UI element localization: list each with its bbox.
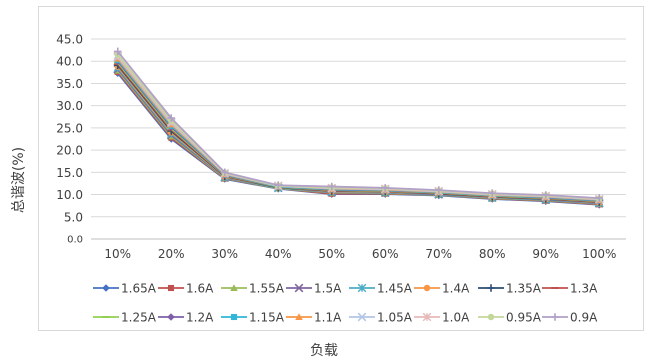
y-tick-label: 25.0 [56, 121, 83, 135]
x-tick-label: 100% [582, 247, 616, 261]
y-tick-label: 35.0 [56, 77, 83, 91]
x-tick-label: 20% [158, 247, 185, 261]
series-line-0.95A [117, 53, 600, 200]
data-point [541, 191, 550, 199]
legend-marker [102, 284, 110, 292]
x-tick-label: 10% [104, 247, 131, 261]
chart-area: 0.0 5.0 10.0 15.0 20.0 25.0 30.0 35.0 40.0 45.0 10… [38, 6, 644, 331]
legend-marker [294, 283, 304, 293]
legend-marker [230, 284, 238, 292]
legend-marker [423, 284, 431, 292]
legend-label: 1.05A [377, 311, 413, 325]
x-tick-label: 40% [265, 247, 292, 261]
y-axis-label-wrap: 总谐波(%) [11, 147, 27, 213]
series-line-1.2A [117, 60, 600, 202]
y-axis-label: 总谐波(%) [11, 147, 27, 213]
x-tick-label: 30% [211, 247, 238, 261]
legend-label: 1.55A [249, 282, 285, 296]
data-point [595, 194, 604, 202]
series-line-1.4A [117, 65, 600, 204]
data-point [381, 184, 390, 192]
legend-label: 1.0A [442, 311, 470, 325]
y-tick-label: 40.0 [56, 55, 83, 69]
legend-marker [167, 284, 175, 292]
x-tick-label: 90% [532, 247, 559, 261]
series-line-1.3A [117, 63, 600, 203]
y-tick-label: 10.0 [56, 188, 83, 202]
legend-marker [422, 312, 432, 322]
y-tick-label: 15.0 [56, 166, 83, 180]
data-point [113, 47, 122, 56]
legend-label: 0.95A [506, 311, 542, 325]
legend-marker [167, 313, 175, 321]
legend-label: 1.65A [121, 282, 157, 296]
legend-marker [487, 284, 495, 292]
legend-marker [295, 313, 303, 321]
series-line-1.45A [117, 67, 600, 204]
legend-marker [357, 312, 367, 322]
legend-label: 1.15A [249, 311, 285, 325]
data-point [274, 181, 283, 190]
legend-label: 1.4A [442, 282, 470, 296]
legend-label: 1.5A [314, 282, 342, 296]
line-chart: 0.0 5.0 10.0 15.0 20.0 25.0 30.0 35.0 40.0 45.0 10… [56, 33, 626, 325]
series-line-1.35A [117, 64, 600, 204]
y-tick-label: 45.0 [56, 33, 83, 47]
data-point [488, 189, 497, 198]
y-tick-label: 20.0 [56, 144, 83, 158]
data-point [220, 168, 229, 177]
legend-marker [230, 313, 238, 321]
legend-marker [357, 283, 367, 293]
x-tick-label: 60% [372, 247, 399, 261]
legend-label: 1.3A [570, 282, 598, 296]
legend-label: 0.9A [570, 311, 598, 325]
x-axis-label: 负载 [310, 343, 338, 359]
legend-marker [487, 313, 495, 321]
data-point [327, 182, 336, 191]
legend-label: 1.1A [314, 311, 342, 325]
legend-label: 1.25A [121, 311, 157, 325]
legend-label: 1.45A [377, 282, 413, 296]
legend-marker [551, 313, 559, 321]
x-tick-label: 80% [479, 247, 506, 261]
legend-label: 1.6A [186, 282, 214, 296]
data-point [167, 114, 176, 122]
y-tick-label: 0.0 [67, 235, 83, 246]
legend-label: 1.2A [186, 311, 214, 325]
y-tick-label: 5.0 [64, 210, 83, 224]
data-point [434, 186, 443, 194]
y-tick-label: 30.0 [56, 99, 83, 113]
series-line-1.1A [117, 57, 600, 201]
legend-label: 1.35A [506, 282, 542, 296]
series-line-1.15A [117, 59, 600, 202]
x-tick-label: 70% [425, 247, 452, 261]
x-tick-label: 50% [318, 247, 345, 261]
series-line-0.9A [117, 50, 600, 200]
